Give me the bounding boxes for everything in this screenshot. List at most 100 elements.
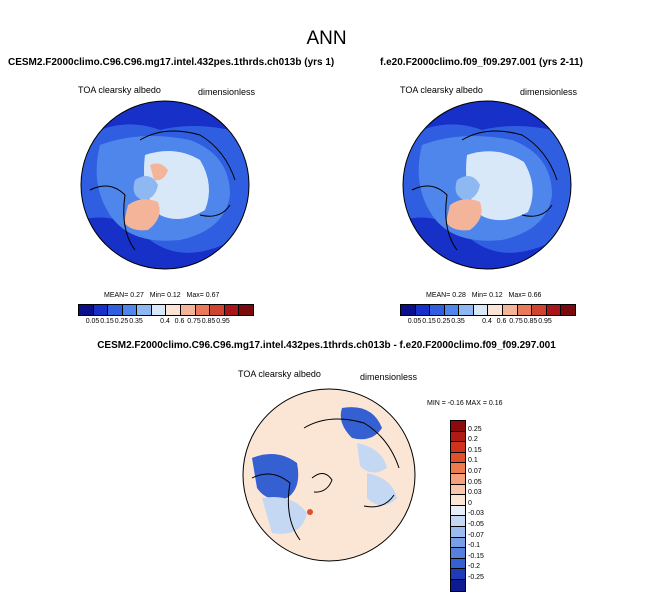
- panel2-variable-label: TOA clearsky albedo: [400, 85, 483, 95]
- diff-colorbar-tick-label: 0.15: [468, 446, 482, 454]
- panel2-min-label: Min=: [471, 292, 488, 299]
- panel1-map-border: [80, 100, 250, 270]
- diff-colorbar-tick-label: 0.2: [468, 436, 478, 444]
- diff-colorbar-swatch: [451, 558, 465, 570]
- panel1-min-value: 0.12: [167, 292, 181, 299]
- diff-coastlines: [251, 418, 400, 541]
- diff-colorbar-swatch: [451, 579, 465, 591]
- panel2-units-label: dimensionless: [520, 87, 578, 97]
- diff-colorbar-swatch: [451, 484, 465, 496]
- colorbar-tick-label: 0.85: [523, 318, 538, 325]
- colorbar-swatch: [137, 305, 152, 315]
- colorbar-swatch: [195, 305, 211, 315]
- diff-colorbar-swatch: [451, 463, 465, 474]
- colorbar-swatch: [561, 305, 575, 315]
- diff-colorbar-tick-label: 0.05: [468, 478, 482, 486]
- colorbar-swatch: [546, 305, 562, 315]
- colorbar-tick-label: 0.95: [538, 318, 552, 325]
- panel1-colorbar-labels: 0.05 0.15 0.25 0.35 0.4 0.6 0.75 0.85 0.95: [78, 318, 254, 328]
- diff-colorbar-swatch: [451, 452, 465, 464]
- colorbar-tick-label: 0.6: [496, 318, 507, 325]
- colorbar-swatch: [415, 305, 431, 315]
- panel2-min-value: 0.12: [489, 292, 503, 299]
- panel2-polar-map: [402, 100, 572, 270]
- diff-colorbar-swatch: [451, 537, 465, 549]
- diff-colorbar-tick-label: -0.07: [468, 531, 484, 539]
- colorbar-swatch: [224, 305, 240, 315]
- colorbar-swatch: [108, 305, 123, 315]
- panel1-colorbar: [78, 304, 254, 316]
- diff-colorbar-swatch: [451, 431, 465, 443]
- panel2-colorbar-labels: 0.05 0.15 0.25 0.35 0.4 0.6 0.75 0.85 0.95: [400, 318, 576, 328]
- panel1-mean-label: MEAN=: [104, 292, 129, 299]
- colorbar-swatch: [239, 305, 253, 315]
- colorbar-swatch: [473, 305, 489, 315]
- panel1-variable-label: TOA clearsky albedo: [78, 85, 161, 95]
- colorbar-swatch: [401, 305, 416, 315]
- diff-colorbar-swatch: [451, 548, 465, 559]
- diff-colorbar-swatch: [451, 473, 465, 485]
- diff-polar-map: [242, 388, 416, 562]
- panel1-max-value: 0.67: [205, 292, 220, 299]
- panel1-case-title: CESM2.F2000climo.C96.C96.mg17.intel.432p…: [8, 57, 335, 68]
- colorbar-swatch: [532, 305, 547, 315]
- panel1-high-albedo-patch: [150, 163, 168, 181]
- panel2-map-border: [402, 100, 572, 270]
- colorbar-tick-label: 0.35: [451, 318, 465, 325]
- colorbar-swatch: [488, 305, 504, 315]
- diff-title: CESM2.F2000climo.C96.C96.mg17.intel.432p…: [97, 340, 556, 351]
- diff-colorbar-swatch: [451, 505, 465, 517]
- colorbar-tick-label: 0.6: [174, 318, 185, 325]
- panel1-greenland: [124, 199, 160, 231]
- diff-colorbar-tick-label: 0.1: [468, 457, 478, 465]
- panel1-polar-map: [80, 100, 250, 270]
- panel2-canadian-arch: [455, 176, 480, 200]
- colorbar-tick-label: 0.75: [187, 318, 201, 325]
- colorbar-swatch: [166, 305, 182, 315]
- diff-colorbar-tick-label: 0.07: [468, 468, 482, 475]
- diff-map-border: [242, 388, 416, 562]
- colorbar-tick-label: 0.95: [216, 318, 230, 325]
- colorbar-swatch: [503, 305, 518, 315]
- colorbar-swatch: [151, 305, 167, 315]
- diff-colorbar-tick-label: -0.2: [468, 563, 481, 571]
- panel2-stats: MEAN= 0.28 Min= 0.12 Max= 0.66: [426, 292, 541, 299]
- diff-colorbar-tick-label: 0.03: [468, 489, 482, 497]
- colorbar-tick-label: 0.4: [160, 318, 170, 325]
- colorbar-swatch: [459, 305, 474, 315]
- colorbar-swatch: [517, 305, 533, 315]
- panel1-canadian-arch: [133, 176, 158, 200]
- colorbar-tick-label: 0.35: [129, 318, 143, 325]
- diff-negative-patch-west: [252, 454, 299, 500]
- diff-colorbar-swatch: [451, 442, 465, 453]
- colorbar-swatch: [430, 305, 445, 315]
- diff-colorbar-tick-label: -0.15: [468, 552, 484, 560]
- diff-colorbar-tick-label: 0.25: [468, 425, 482, 433]
- panel1-coastlines: [89, 130, 236, 251]
- colorbar-tick-label: 0.4: [482, 318, 492, 325]
- diff-positive-patch: [307, 509, 313, 515]
- diff-colorbar-tick-label: -0.25: [468, 574, 484, 581]
- diff-colorbar-tick-label: -0.1: [468, 542, 481, 550]
- colorbar-swatch: [93, 305, 109, 315]
- panel2-greenland: [446, 199, 482, 231]
- panel2-deep-ocean-south: [403, 217, 571, 269]
- diff-colorbar-swatch: [451, 516, 465, 527]
- diff-colorbar-tick-label: 0: [468, 499, 472, 507]
- diff-colorbar-tick-label: -0.03: [468, 510, 484, 518]
- diff-minmax: MIN = -0.16 MAX = 0.16: [427, 400, 503, 407]
- colorbar-tick-label: 0.75: [509, 318, 523, 325]
- colorbar-tick-label: 0.15: [100, 318, 114, 325]
- colorbar-tick-label: 0.05: [407, 318, 422, 325]
- diff-colorbar: [450, 420, 466, 592]
- diff-variable-label: TOA clearsky albedo: [238, 369, 321, 379]
- panel2-case-title: f.e20.F2000climo.f09_f09.297.001 (yrs 2-…: [380, 57, 583, 68]
- colorbar-tick-label: 0.85: [201, 318, 216, 325]
- panel2-mean-value: 0.28: [452, 292, 466, 299]
- colorbar-swatch: [181, 305, 196, 315]
- panel1-mean-value: 0.27: [130, 292, 144, 299]
- panel2-coastlines: [411, 130, 558, 251]
- colorbar-swatch: [210, 305, 225, 315]
- panel2-sea-ice: [466, 151, 533, 221]
- diff-colorbar-swatch: [451, 421, 465, 432]
